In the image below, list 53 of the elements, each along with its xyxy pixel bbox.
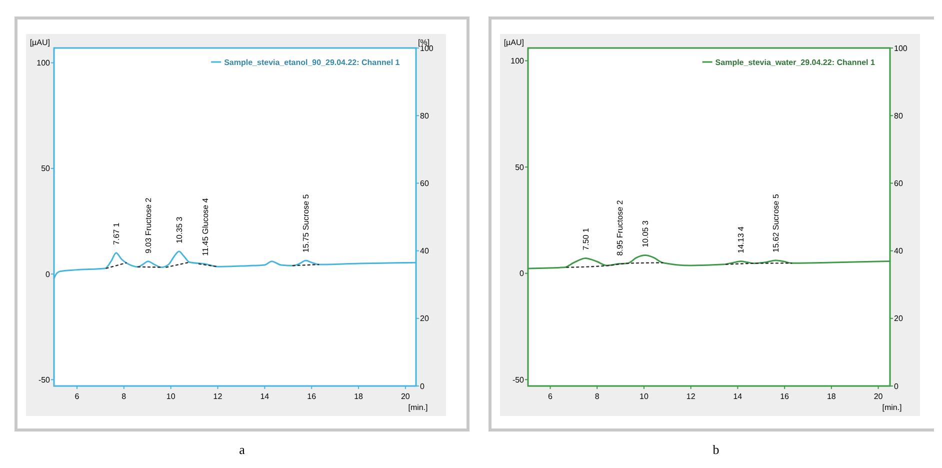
legend-label: Sample_stevia_etanol_90_29.04.22: Channel 1 xyxy=(224,58,400,67)
x-tick-label: 18 xyxy=(354,392,364,401)
annotation: 7.67 1 xyxy=(112,222,122,245)
y2-tick-label: 20 xyxy=(894,314,904,324)
y-tick-label: 100 xyxy=(510,56,525,66)
annotation: 10.35 3 xyxy=(175,216,184,244)
annotation: 10.05 3 xyxy=(641,220,650,248)
legend-label: Sample_stevia_water_29.04.22: Channel 1 xyxy=(715,58,876,67)
y-tick-label: 50 xyxy=(41,164,51,174)
y-tick-label: 50 xyxy=(515,162,525,172)
annotation: 7.50 1 xyxy=(581,227,590,250)
x-tick-label: 8 xyxy=(594,392,600,401)
y2-tick-label: 20 xyxy=(420,314,430,324)
x-tick-label: 14 xyxy=(260,392,270,401)
y2-tick-label: 100 xyxy=(894,44,908,53)
annotation: 8.95 Fructose 2 xyxy=(615,200,624,256)
y-tick-label: -50 xyxy=(38,375,51,384)
x-tick-label: 8 xyxy=(122,392,127,401)
x-tick-label: 12 xyxy=(213,392,223,401)
y-axis-title: [µAU] xyxy=(30,38,50,47)
x-tick-label: 14 xyxy=(733,392,743,401)
annotation: 15.62 Sucrose 5 xyxy=(772,194,781,252)
x-tick-label: 20 xyxy=(400,392,410,401)
y-tick-label: 0 xyxy=(46,270,51,279)
x-axis-title: [min.] xyxy=(882,403,902,412)
annotation: 11.45 Glucose 4 xyxy=(200,198,210,256)
y-tick-label: -50 xyxy=(512,375,525,384)
x-tick-label: 12 xyxy=(686,392,696,401)
x-tick-label: 16 xyxy=(307,392,317,401)
annotation: 9.03 Fructose 2 xyxy=(144,197,154,254)
x-tick-label: 16 xyxy=(780,392,790,401)
y2-tick-label: 40 xyxy=(894,246,904,256)
annotation: 14.13 4 xyxy=(736,226,746,254)
text: b xyxy=(712,442,720,457)
text: a xyxy=(239,442,246,457)
x-tick-label: 6 xyxy=(74,392,80,401)
y2-tick-label: 60 xyxy=(894,179,904,188)
x-tick-label: 6 xyxy=(548,392,554,401)
y2-tick-label: 40 xyxy=(420,246,430,256)
x-tick-label: 10 xyxy=(166,392,176,401)
x-axis-title: [min.] xyxy=(408,403,428,412)
y2-tick-label: 80 xyxy=(420,111,430,120)
x-tick-label: 20 xyxy=(874,392,884,401)
x-tick-label: 10 xyxy=(640,392,649,401)
y2-tick-label: 80 xyxy=(894,111,904,120)
x-tick-label: 18 xyxy=(826,392,836,401)
y-axis-title: [µAU] xyxy=(504,38,524,47)
y2-tick-label: 60 xyxy=(420,179,430,188)
annotation: 15.75 Sucrose 5 xyxy=(302,194,311,253)
y2-tick-label: 0 xyxy=(420,382,425,391)
y2-tick-label: 0 xyxy=(894,382,899,391)
y-tick-label: 100 xyxy=(36,58,51,68)
y-tick-label: 0 xyxy=(520,269,525,278)
